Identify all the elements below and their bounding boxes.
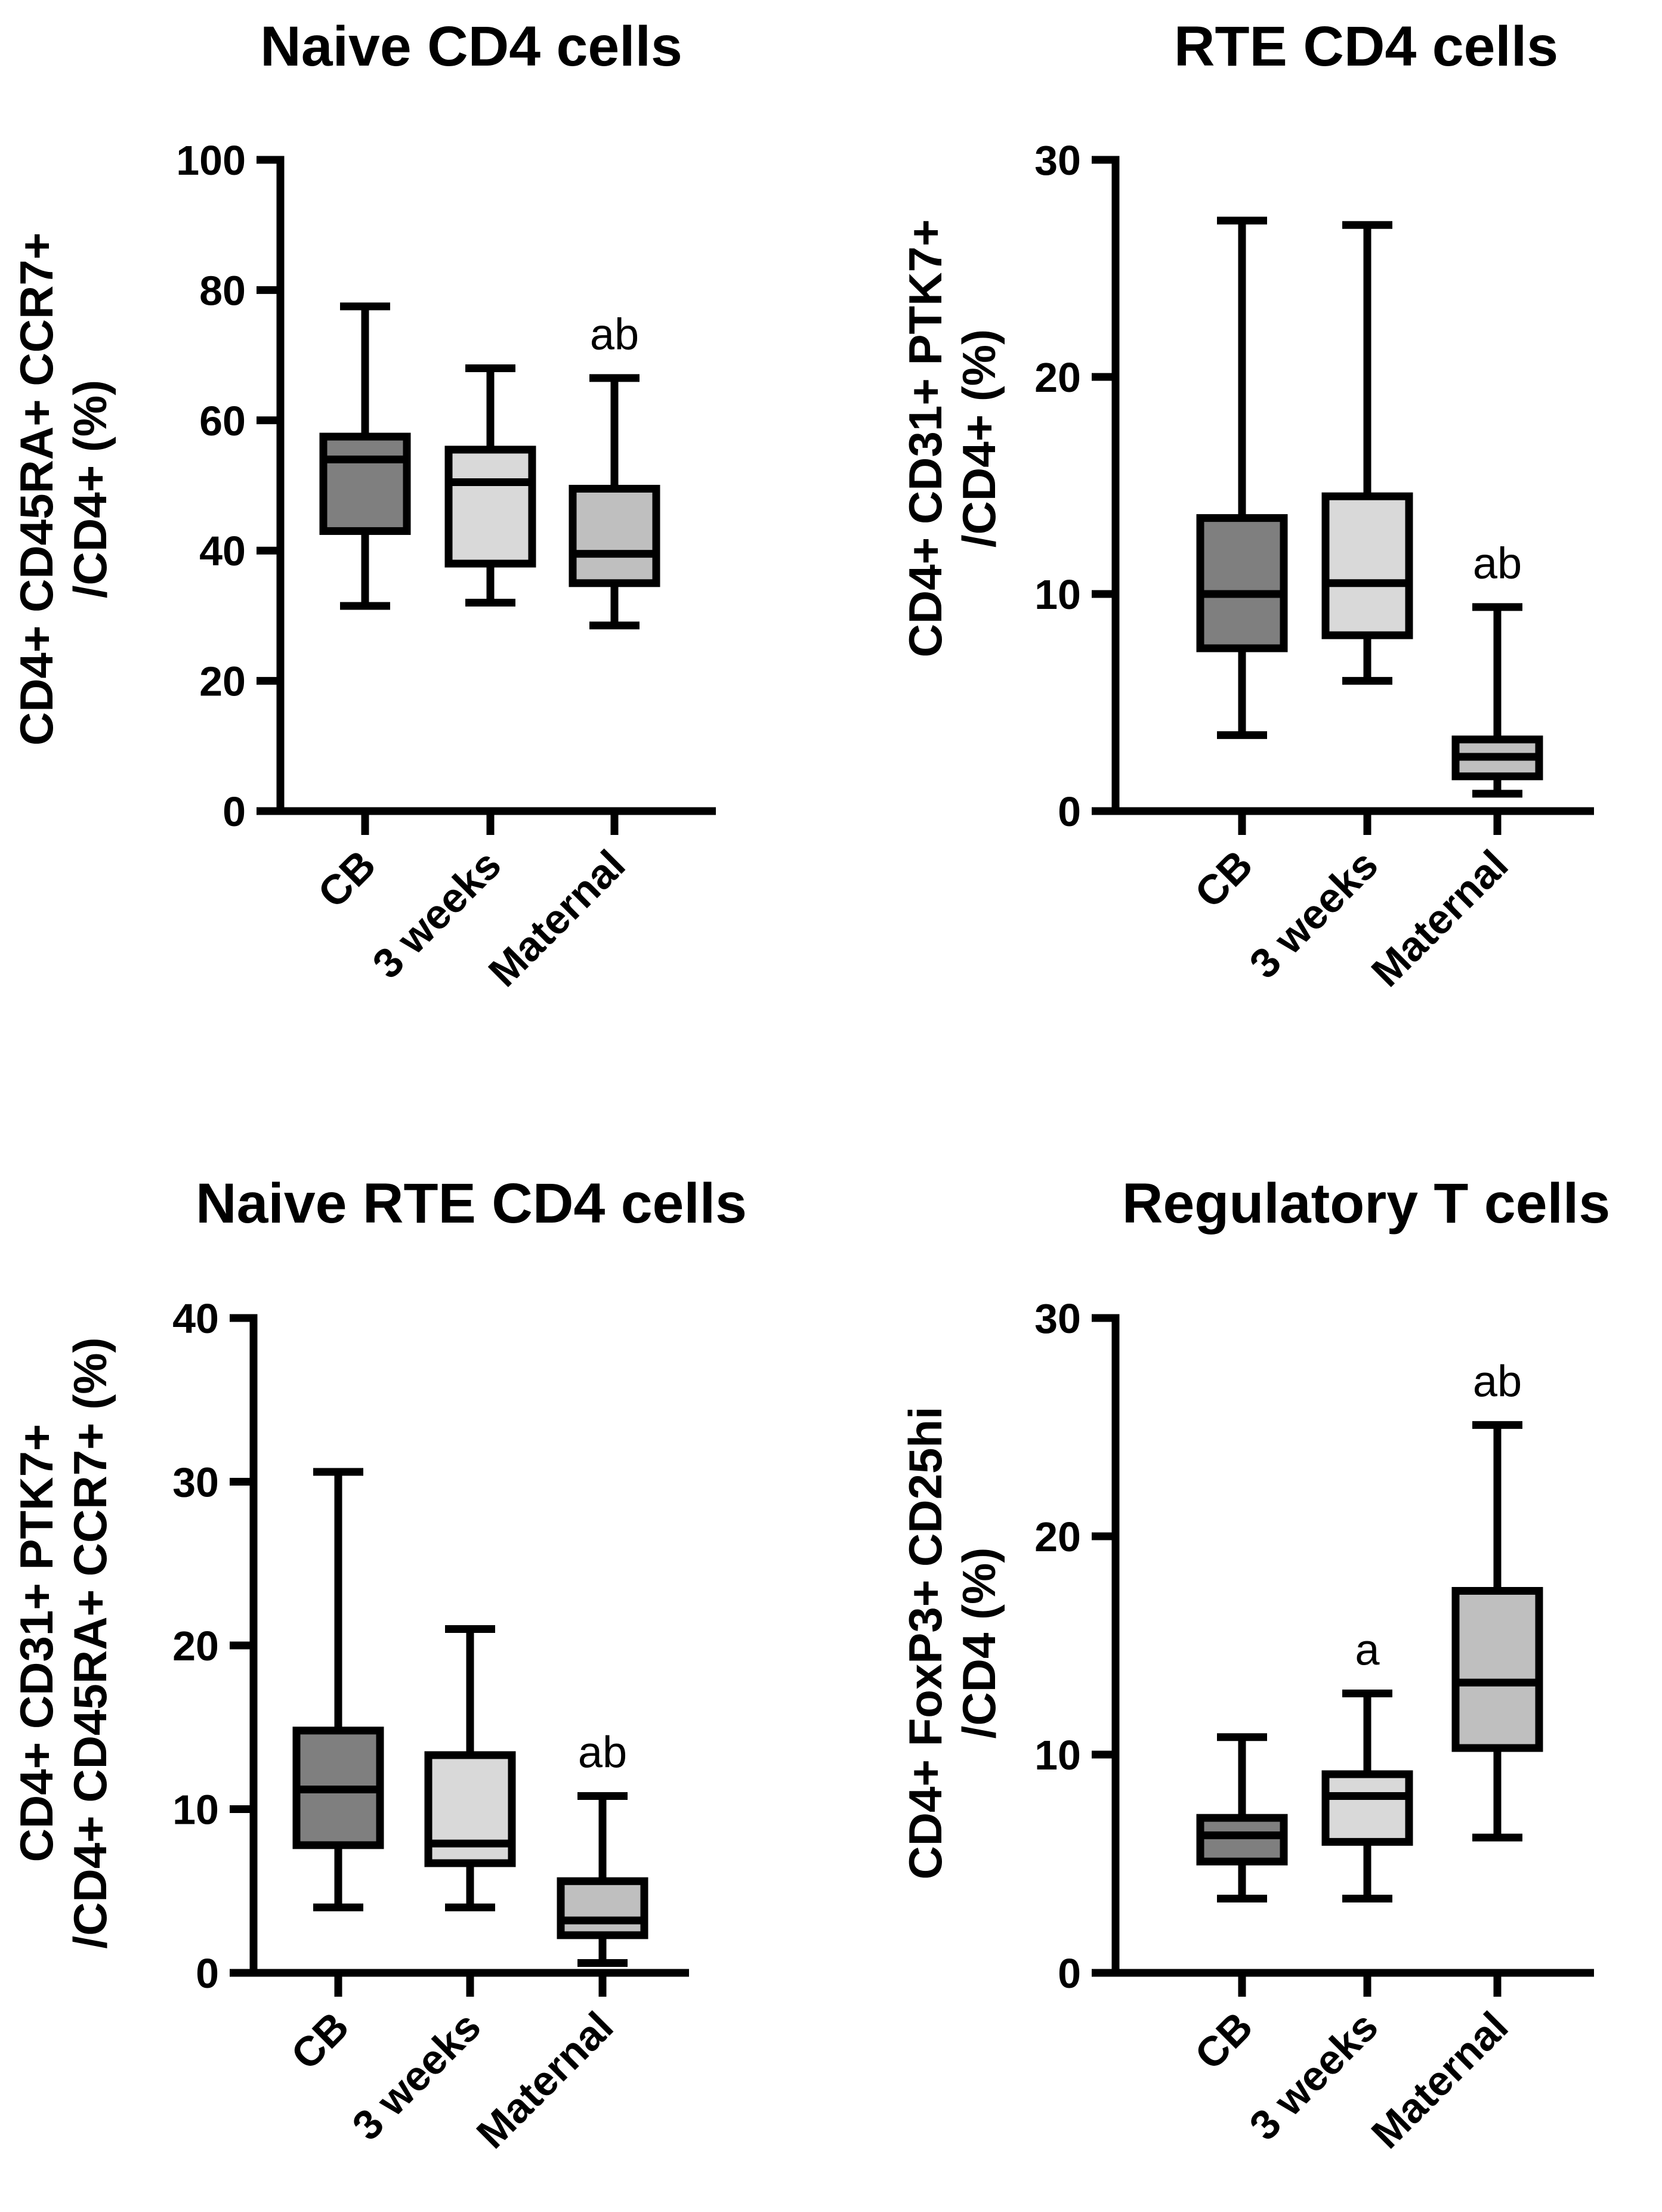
y-axis-label: CD4+ CD45RA+ CCR7+/CD4+ (%) — [10, 233, 116, 745]
significance-annotation: a — [1355, 1625, 1380, 1675]
y-tick-label: 30 — [1034, 1295, 1081, 1342]
box-iqr — [557, 1877, 648, 1939]
y-tick-label: 0 — [223, 788, 246, 835]
significance-annotation: ab — [1473, 1356, 1522, 1406]
chart-title: Naive CD4 cells — [260, 15, 682, 78]
y-tick-label: 0 — [196, 1950, 219, 1997]
chart-panel-2: RTE CD4 cells CD4+ CD31+ PTK7+/CD4+ (%) 0 1… — [899, 15, 1594, 995]
y-tick-label: 60 — [199, 398, 246, 444]
box-3-weeks — [1321, 1690, 1413, 1903]
y-tick-label: 40 — [199, 528, 246, 574]
y-axis-label: CD4+ CD31+ PTK7+/CD4+ CD45RA+ CCR7+ (%) — [10, 1337, 116, 1948]
y-tick-label: 0 — [1058, 1950, 1081, 1997]
x-category-label: Maternal — [1363, 841, 1517, 995]
x-category-label: 3 weeks — [344, 2003, 490, 2149]
box-maternal — [569, 374, 660, 630]
box-cb — [319, 302, 411, 610]
box-3-weeks — [444, 364, 536, 607]
chart-panel-4: Regulatory T cells CD4+ FoxP3+ CD25hi/CD4… — [899, 1172, 1610, 2157]
box-cb — [292, 1468, 384, 1911]
box-cb — [1196, 216, 1288, 740]
significance-annotation: ab — [590, 310, 639, 359]
y-axis-label-line: /CD4+ (%) — [64, 380, 116, 598]
y-tick-label: 20 — [199, 658, 246, 705]
x-category-label: Maternal — [468, 2003, 622, 2157]
box-iqr — [444, 446, 536, 568]
y-tick-label: 100 — [176, 137, 246, 184]
box-cb — [1196, 1733, 1288, 1903]
y-tick-label: 30 — [172, 1459, 219, 1506]
y-tick-label: 20 — [1034, 1514, 1081, 1560]
y-tick-label: 0 — [1058, 788, 1081, 835]
y-axis-label-line: CD4+ CD31+ PTK7+ — [899, 219, 952, 658]
x-category-label: CB — [309, 841, 385, 917]
y-tick-label: 10 — [1034, 1732, 1081, 1778]
chart-panel-3: Naive RTE CD4 cells CD4+ CD31+ PTK7+/CD4+… — [10, 1172, 747, 2157]
y-axis-label: CD4+ FoxP3+ CD25hi/CD4 (%) — [899, 1406, 1005, 1879]
y-axis-label-line: CD4+ FoxP3+ CD25hi — [899, 1406, 952, 1879]
y-axis-label-line: CD4+ CD31+ PTK7+ — [10, 1424, 63, 1863]
box-iqr — [319, 432, 411, 535]
box-iqr — [569, 484, 660, 587]
x-category-label: CB — [1186, 2003, 1262, 2078]
y-tick-label: 20 — [172, 1623, 219, 1669]
x-category-label: Maternal — [480, 841, 634, 995]
chart-title: RTE CD4 cells — [1174, 15, 1558, 78]
y-axis-label-line: /CD4+ (%) — [953, 329, 1005, 547]
box-3-weeks — [1321, 221, 1413, 685]
box-iqr — [1196, 514, 1288, 652]
box-iqr — [1451, 1587, 1543, 1752]
y-axis-label: CD4+ CD31+ PTK7+/CD4+ (%) — [899, 219, 1005, 658]
y-axis-label-line: CD4+ CD45RA+ CCR7+ — [10, 233, 63, 745]
box-iqr — [1321, 492, 1413, 639]
y-tick-label: 40 — [172, 1295, 219, 1342]
box-iqr — [1196, 1814, 1288, 1865]
y-tick-label: 30 — [1034, 137, 1081, 184]
y-tick-label: 20 — [1034, 354, 1081, 401]
box-maternal — [1451, 603, 1543, 798]
box-3-weeks — [424, 1625, 516, 1911]
y-tick-label: 10 — [172, 1787, 219, 1833]
y-axis-label-line: /CD4 (%) — [953, 1548, 1005, 1739]
box-iqr — [1321, 1770, 1413, 1846]
box-maternal — [557, 1792, 648, 1967]
y-axis-label-line: /CD4+ CD45RA+ CCR7+ (%) — [64, 1337, 116, 1948]
y-tick-label: 10 — [1034, 571, 1081, 618]
x-category-label: CB — [282, 2003, 358, 2078]
x-category-label: Maternal — [1363, 2003, 1517, 2157]
significance-annotation: ab — [1473, 539, 1522, 588]
y-tick-label: 80 — [199, 267, 246, 314]
box-maternal — [1451, 1421, 1543, 1842]
chart-title: Regulatory T cells — [1122, 1172, 1610, 1235]
chart-title: Naive RTE CD4 cells — [196, 1172, 747, 1235]
x-category-label: CB — [1186, 841, 1262, 917]
chart-panel-1: Naive CD4 cells CD4+ CD45RA+ CCR7+/CD4+ (… — [10, 15, 716, 995]
significance-annotation: ab — [578, 1728, 627, 1777]
